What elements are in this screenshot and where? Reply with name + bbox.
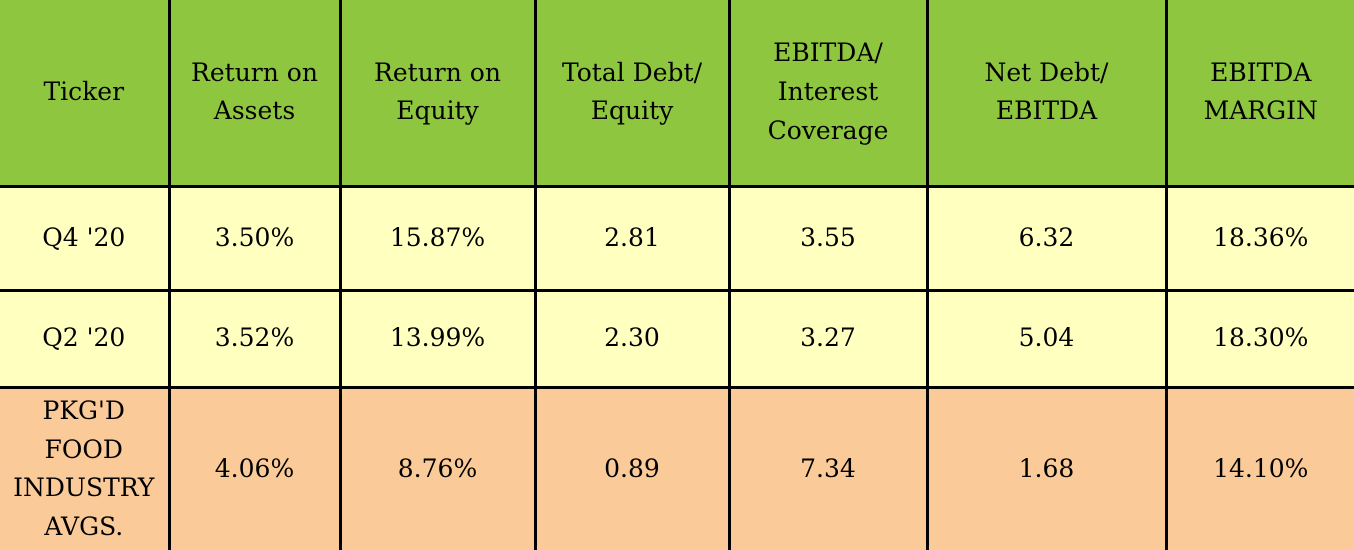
header-cell-ebitda-margin: EBITDA MARGIN — [1164, 0, 1354, 188]
header-cell-return-on-assets: Return on Assets — [167, 0, 342, 188]
cell-total-debt-equity: 2.30 — [533, 288, 731, 389]
header-cell-ebitda-interest-coverage: EBITDA/ Interest Coverage — [727, 0, 929, 188]
cell-net-debt-ebitda: 5.04 — [925, 288, 1168, 389]
cell-return-on-equity: 8.76% — [338, 385, 537, 550]
cell-total-debt-equity: 2.81 — [533, 184, 731, 292]
row-label: PKG'D FOOD INDUSTRY AVGS. — [0, 385, 171, 550]
table-row-pkgd-food-industry-avgs: PKG'D FOOD INDUSTRY AVGS. 4.06% 8.76% 0.… — [0, 385, 1354, 550]
cell-ebitda-margin: 18.36% — [1164, 184, 1354, 292]
cell-return-on-assets: 3.50% — [167, 184, 342, 292]
cell-total-debt-equity: 0.89 — [533, 385, 731, 550]
cell-return-on-assets: 4.06% — [167, 385, 342, 550]
cell-return-on-equity: 13.99% — [338, 288, 537, 389]
cell-ebitda-interest-coverage: 7.34 — [727, 385, 929, 550]
header-cell-net-debt-ebitda: Net Debt/ EBITDA — [925, 0, 1168, 188]
table-row-q2-20: Q2 '20 3.52% 13.99% 2.30 3.27 5.04 18.30… — [0, 288, 1354, 389]
cell-ebitda-interest-coverage: 3.27 — [727, 288, 929, 389]
cell-ebitda-margin: 18.30% — [1164, 288, 1354, 389]
row-label: Q2 '20 — [0, 288, 171, 389]
row-label: Q4 '20 — [0, 184, 171, 292]
header-cell-ticker: Ticker — [0, 0, 171, 188]
cell-return-on-assets: 3.52% — [167, 288, 342, 389]
cell-return-on-equity: 15.87% — [338, 184, 537, 292]
cell-ebitda-interest-coverage: 3.55 — [727, 184, 929, 292]
cell-net-debt-ebitda: 1.68 — [925, 385, 1168, 550]
cell-net-debt-ebitda: 6.32 — [925, 184, 1168, 292]
header-cell-total-debt-equity: Total Debt/ Equity — [533, 0, 731, 188]
table-row-q4-20: Q4 '20 3.50% 15.87% 2.81 3.55 6.32 18.36… — [0, 184, 1354, 292]
header-cell-return-on-equity: Return on Equity — [338, 0, 537, 188]
cell-ebitda-margin: 14.10% — [1164, 385, 1354, 550]
header-row: Ticker Return on Assets Return on Equity… — [0, 0, 1354, 188]
